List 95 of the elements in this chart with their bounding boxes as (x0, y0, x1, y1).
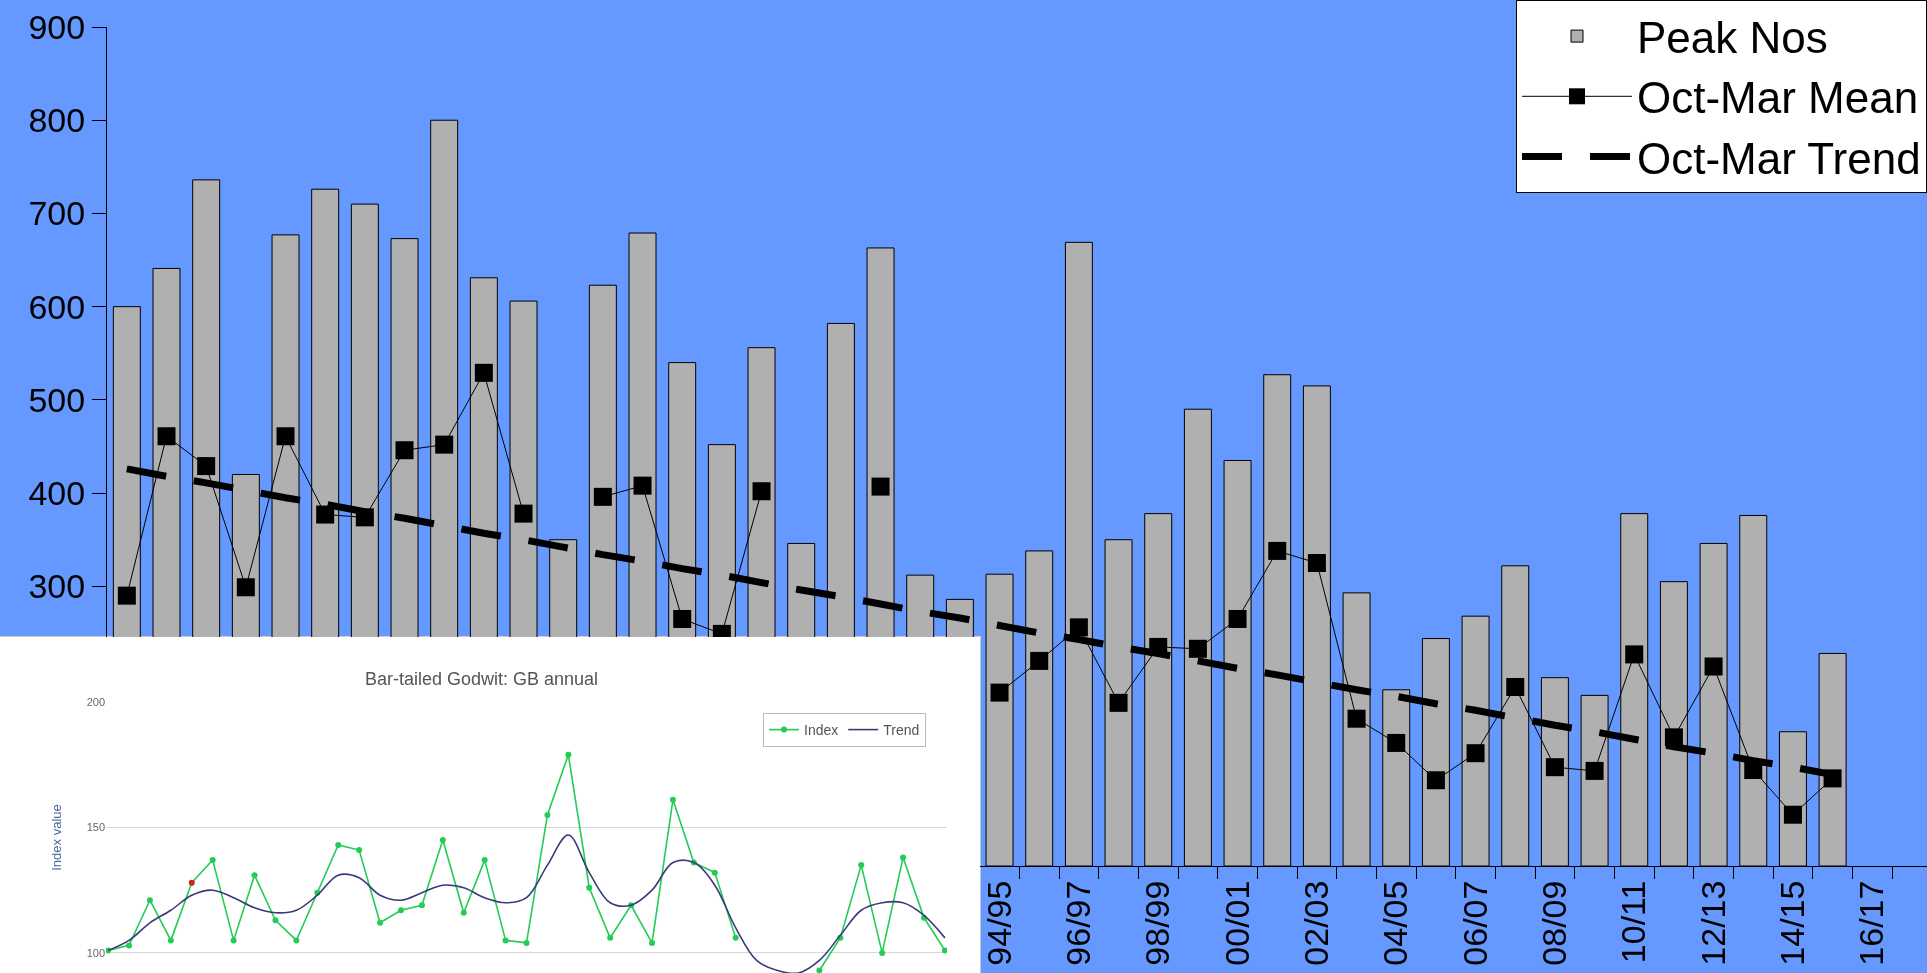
point (188, 879, 195, 886)
point (146, 897, 153, 904)
point (435, 435, 454, 454)
point (1109, 693, 1128, 712)
y-tick-label: 600 (28, 287, 86, 326)
point (1704, 657, 1723, 676)
x-tick-label: 16/17 (1852, 880, 1891, 966)
y-tick-label: 400 (28, 474, 86, 513)
point (858, 862, 865, 869)
point (607, 934, 614, 941)
point (593, 487, 612, 506)
point (1268, 541, 1287, 560)
point (565, 751, 572, 758)
point (502, 937, 509, 944)
x-tick-label: 08/09 (1534, 880, 1573, 966)
point (732, 934, 739, 941)
x-tick-label: 06/07 (1455, 880, 1494, 966)
point (157, 427, 176, 446)
point (649, 939, 656, 946)
point (474, 363, 493, 382)
point (816, 967, 823, 973)
point (276, 427, 295, 446)
point (1347, 709, 1366, 728)
point (941, 947, 947, 954)
x-tick-label: 02/03 (1296, 880, 1335, 966)
point (460, 909, 467, 916)
point (439, 837, 446, 844)
point (633, 476, 652, 495)
point (167, 937, 174, 944)
point (1466, 744, 1485, 763)
x-tick-label: 96/97 (1058, 880, 1097, 966)
legend-label: Trend (883, 722, 920, 739)
legend-label: Oct-Mar Mean (1637, 73, 1919, 123)
point (1228, 609, 1247, 628)
point (272, 917, 279, 924)
x-tick-label: 98/99 (1138, 880, 1177, 966)
point (230, 937, 237, 944)
x-tick-label: 14/15 (1772, 880, 1811, 966)
point (752, 482, 771, 501)
point (879, 949, 886, 956)
y-tick-label: 300 (28, 567, 86, 606)
point (1188, 639, 1207, 658)
point (1625, 645, 1644, 664)
point (711, 869, 718, 876)
point (126, 942, 133, 949)
y-tick-label: 100 (86, 946, 105, 959)
legend-label: Index (804, 722, 839, 739)
point (1585, 761, 1604, 780)
point (586, 884, 593, 891)
point (481, 857, 488, 864)
point (418, 902, 425, 909)
point (1426, 771, 1445, 790)
point (1783, 805, 1802, 824)
legend-label: Peak Nos (1637, 13, 1828, 63)
point (673, 609, 692, 628)
x-tick-label: 12/13 (1693, 880, 1732, 966)
point (117, 586, 136, 605)
y-axis-title: Index value (48, 804, 64, 871)
point (356, 847, 363, 854)
point (669, 796, 676, 803)
point (544, 811, 551, 818)
point (871, 477, 890, 496)
point (251, 872, 258, 879)
y-tick-label: 200 (86, 695, 105, 708)
point (209, 857, 216, 864)
x-tick-label: 10/11 (1614, 880, 1653, 964)
point (1545, 758, 1564, 777)
point (990, 683, 1009, 702)
line-series (107, 834, 946, 973)
point (316, 505, 335, 524)
x-tick-label: 94/95 (979, 880, 1018, 966)
x-tick-label: 00/01 (1217, 880, 1256, 966)
y-tick-label: 150 (86, 821, 105, 834)
point (900, 854, 907, 861)
point (395, 441, 414, 460)
y-tick-label: 800 (28, 101, 86, 140)
y-tick-label: 900 (28, 7, 86, 46)
point (1506, 678, 1525, 697)
point (236, 578, 255, 597)
point (1069, 618, 1088, 637)
point (335, 842, 342, 849)
chart-title: Bar-tailed Godwit: GB annual (365, 669, 599, 689)
point (1030, 651, 1049, 670)
point (514, 504, 533, 523)
y-tick-label: 500 (28, 380, 86, 419)
point (1387, 733, 1406, 752)
y-tick-label: 700 (28, 194, 86, 233)
x-tick-label: 04/05 (1376, 880, 1415, 966)
point (1307, 554, 1326, 573)
point (523, 939, 530, 946)
legend-label: Oct-Mar Trend (1637, 133, 1921, 183)
point (377, 919, 384, 926)
point (397, 907, 404, 914)
point (197, 457, 216, 476)
point (293, 937, 300, 944)
